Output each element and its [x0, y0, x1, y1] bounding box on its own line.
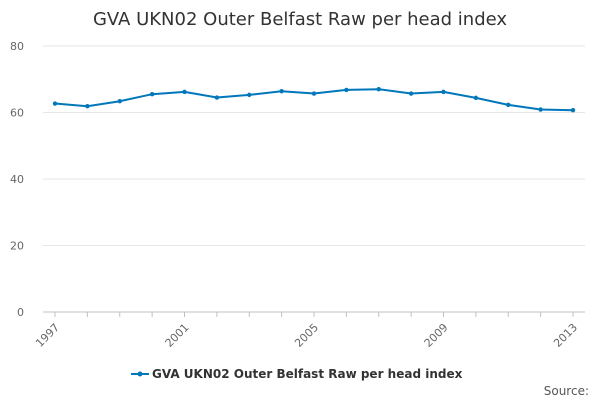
data-point-2003[interactable]: [247, 92, 252, 98]
x-tick-label-2001: 2001: [163, 321, 192, 350]
x-tick-label-1997: 1997: [33, 321, 62, 350]
x-tick-label-2005: 2005: [292, 321, 321, 350]
grid-lines: [43, 45, 585, 313]
data-point-2009[interactable]: [441, 89, 446, 95]
data-point-2007[interactable]: [376, 87, 381, 92]
y-tick-label-0: 0: [17, 306, 24, 319]
source-label[interactable]: Source:: [544, 384, 589, 398]
data-point-1997[interactable]: [52, 101, 58, 106]
data-point-2013[interactable]: [570, 107, 576, 113]
x-axis: 1997 2001 2005 2009 2013: [33, 312, 580, 350]
series-group: [52, 87, 576, 113]
y-tick-label-60: 60: [10, 107, 24, 120]
data-point-2000[interactable]: [149, 92, 155, 97]
data-point-2012[interactable]: [538, 107, 543, 112]
data-point-1999[interactable]: [117, 98, 122, 104]
data-point-2010[interactable]: [473, 95, 479, 101]
data-point-2004[interactable]: [279, 89, 284, 94]
data-point-1998[interactable]: [85, 103, 90, 109]
x-tick-label-2009: 2009: [422, 321, 451, 350]
y-tick-label-80: 80: [10, 40, 24, 53]
data-point-2008[interactable]: [408, 91, 414, 96]
data-point-2005[interactable]: [311, 91, 317, 96]
data-point-2006[interactable]: [344, 87, 349, 93]
data-point-2001[interactable]: [182, 89, 187, 95]
x-tick-label-2013: 2013: [551, 321, 580, 350]
legend-series-label: GVA UKN02 Outer Belfast Raw per head ind…: [152, 367, 463, 381]
y-axis: 0 20 40 60 80: [10, 40, 24, 319]
y-tick-label-40: 40: [10, 173, 24, 186]
data-point-2011[interactable]: [506, 102, 511, 108]
y-tick-label-20: 20: [10, 240, 24, 253]
chart-title: GVA UKN02 Outer Belfast Raw per head ind…: [93, 9, 507, 30]
data-point-2002[interactable]: [214, 95, 220, 100]
legend[interactable]: GVA UKN02 Outer Belfast Raw per head ind…: [131, 367, 463, 381]
legend-marker-icon: [137, 371, 143, 377]
